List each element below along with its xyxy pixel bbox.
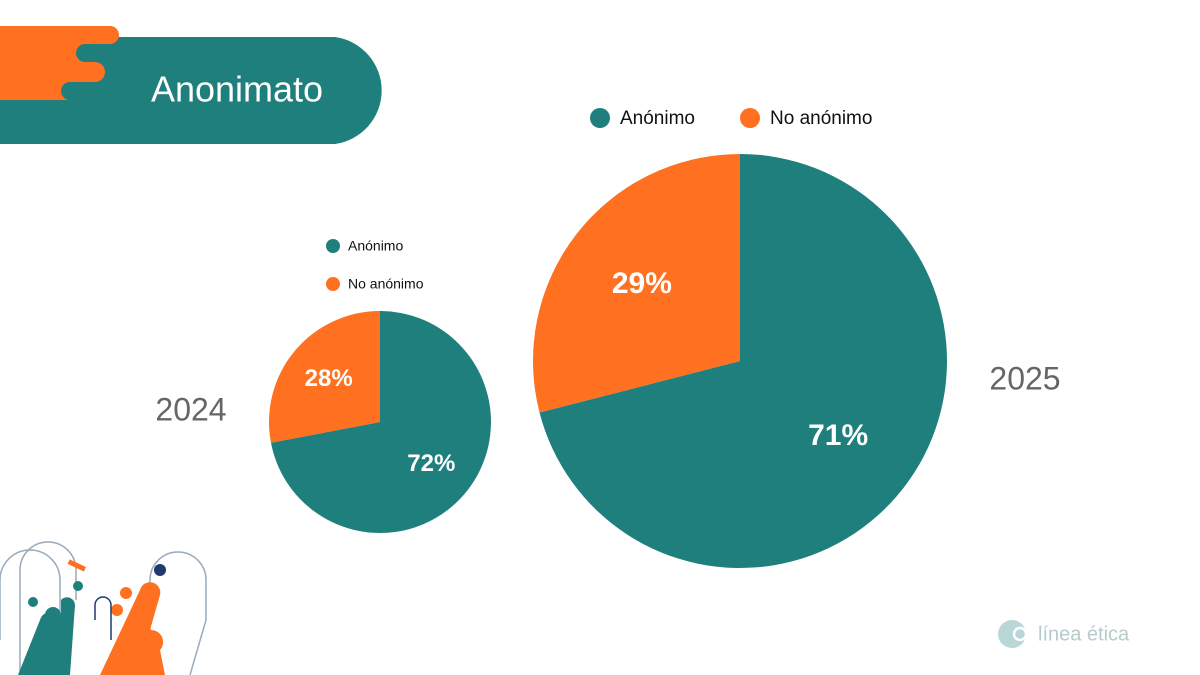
legend-swatch bbox=[326, 239, 340, 253]
pie-slice bbox=[269, 311, 380, 443]
legend-swatch bbox=[326, 277, 340, 291]
legend-label: Anónimo bbox=[348, 238, 403, 254]
data-label: 72% bbox=[407, 450, 455, 477]
header: Anonimato bbox=[0, 26, 382, 144]
pie-slice bbox=[270, 311, 492, 533]
legend-swatch bbox=[740, 108, 760, 128]
data-label: 71% bbox=[808, 419, 868, 452]
logo-text: línea ética bbox=[1038, 623, 1130, 645]
logo: línea ética bbox=[998, 620, 1130, 648]
pie-year: 2024 bbox=[155, 391, 226, 427]
page-title: Anonimato bbox=[151, 69, 323, 110]
legend-label: Anónimo bbox=[620, 108, 695, 129]
legend-label: No anónimo bbox=[770, 108, 872, 129]
legend-swatch bbox=[590, 108, 610, 128]
logo-icon-ring bbox=[1012, 626, 1028, 642]
pie-slice bbox=[539, 154, 947, 568]
legend-label: No anónimo bbox=[348, 276, 424, 292]
logo-icon bbox=[998, 620, 1026, 648]
data-label: 28% bbox=[305, 365, 353, 392]
pie-year: 2025 bbox=[989, 360, 1060, 396]
data-label: 29% bbox=[612, 267, 672, 300]
pie-slice bbox=[533, 154, 740, 413]
header-accent bbox=[0, 26, 119, 100]
decoration bbox=[0, 541, 207, 675]
